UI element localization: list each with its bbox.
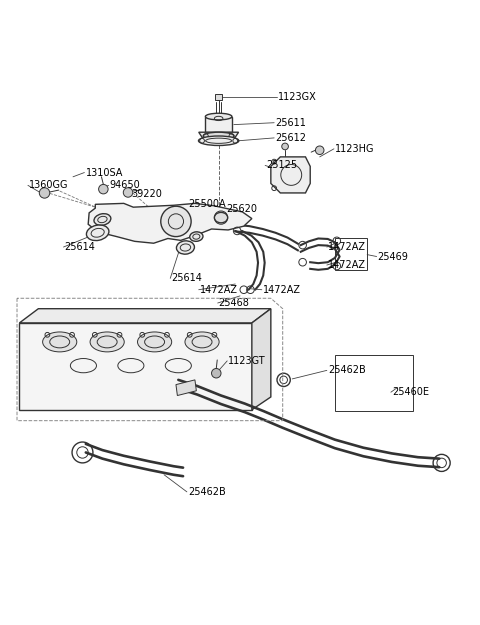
Text: 1123HG: 1123HG (335, 144, 374, 154)
Polygon shape (199, 132, 239, 139)
Text: 1123GT: 1123GT (228, 356, 266, 366)
Circle shape (39, 188, 50, 198)
Circle shape (282, 143, 288, 150)
Text: 25125: 25125 (266, 161, 297, 171)
Text: 1472AZ: 1472AZ (263, 285, 301, 295)
Bar (335, 355, 413, 411)
Ellipse shape (90, 332, 124, 352)
Text: 1472AZ: 1472AZ (328, 260, 366, 270)
Text: 25612: 25612 (276, 133, 307, 143)
Ellipse shape (203, 132, 234, 140)
Text: 1123GX: 1123GX (278, 92, 317, 102)
Bar (215, 94, 222, 100)
Polygon shape (19, 309, 271, 323)
Text: 1310SA: 1310SA (86, 168, 123, 177)
Text: 25460E: 25460E (392, 388, 429, 398)
Text: 94650: 94650 (109, 181, 140, 191)
Text: 25620: 25620 (226, 204, 257, 214)
Circle shape (215, 211, 228, 224)
Text: 39220: 39220 (131, 189, 162, 199)
Circle shape (123, 188, 133, 198)
Text: 25468: 25468 (219, 298, 250, 308)
Text: 1472AZ: 1472AZ (328, 242, 366, 252)
Text: 25462B: 25462B (328, 366, 366, 376)
Ellipse shape (86, 225, 109, 241)
Polygon shape (19, 323, 252, 410)
Text: 25614: 25614 (64, 242, 96, 252)
Ellipse shape (94, 214, 111, 226)
Text: 1360GG: 1360GG (29, 181, 68, 191)
Text: 25611: 25611 (276, 118, 306, 127)
Polygon shape (271, 157, 310, 193)
Polygon shape (88, 203, 252, 243)
Ellipse shape (199, 136, 239, 146)
Ellipse shape (205, 113, 232, 120)
Polygon shape (176, 380, 196, 396)
Polygon shape (205, 116, 232, 132)
Text: 25614: 25614 (171, 273, 202, 283)
Circle shape (212, 369, 221, 378)
Text: 25462B: 25462B (188, 487, 226, 497)
Text: 25500A: 25500A (188, 199, 226, 209)
Ellipse shape (177, 241, 194, 254)
Text: 1472AZ: 1472AZ (200, 285, 238, 295)
Circle shape (161, 206, 191, 237)
Ellipse shape (185, 332, 219, 352)
Bar (335, 238, 367, 270)
Ellipse shape (190, 232, 203, 241)
Text: 25469: 25469 (378, 251, 408, 261)
Ellipse shape (43, 332, 77, 352)
Ellipse shape (137, 332, 172, 352)
Circle shape (98, 184, 108, 194)
Polygon shape (252, 309, 271, 410)
Circle shape (315, 146, 324, 154)
